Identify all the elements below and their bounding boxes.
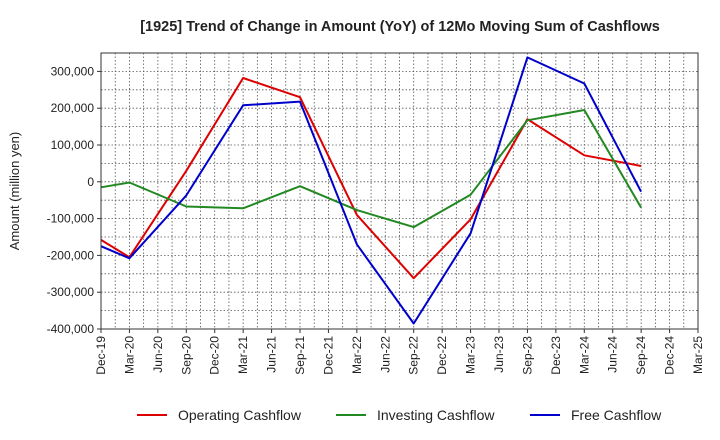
y-tick-label: -400,000 [47,322,95,336]
x-tick-label: Dec-22 [435,336,449,375]
x-tick-label: Dec-23 [549,336,563,375]
x-tick-label: Mar-24 [577,336,591,374]
y-tick-label: -200,000 [47,248,95,262]
x-tick-label: Sep-22 [407,336,421,375]
x-tick-label: Sep-21 [293,336,307,375]
x-tick-label: Sep-20 [179,336,193,375]
x-tick-label: Mar-25 [691,336,705,374]
y-tick-labels: 300,000 200,000 100,000 0 -100,000 -200,000 -3… [47,64,101,336]
x-tick-labels: Dec-19 Mar-20 Jun-20 Sep-20 Dec-20 Mar-21 Jun-… [94,329,705,375]
x-tick-label: Mar-22 [350,336,364,374]
x-tick-label: Sep-24 [634,336,648,375]
plot-border [100,52,699,330]
series-layer [100,56,642,325]
y-axis-label: Amount (million yen) [7,132,22,251]
x-tick-label: Mar-23 [464,336,478,374]
legend-label-free-cashflow: Free Cashflow [571,407,662,423]
x-tick-label: Dec-21 [321,336,335,375]
y-tick-label: -300,000 [47,285,95,299]
y-tick-label: 100,000 [51,138,95,152]
legend: Operating Cashflow Investing Cashflow Free… [137,407,662,423]
legend-label-investing-cashflow: Investing Cashflow [377,407,495,423]
series-line-investing-cashflow [100,109,642,229]
x-tick-label: Sep-23 [520,336,534,375]
y-tick-label: 300,000 [51,64,95,78]
x-tick-label: Dec-20 [208,336,222,375]
y-tick-label: 200,000 [51,101,95,115]
x-tick-label: Mar-20 [122,336,136,374]
legend-label-operating-cashflow: Operating Cashflow [178,407,302,423]
x-tick-label: Dec-24 [663,336,677,375]
x-tick-label: Jun-22 [378,336,392,373]
x-tick-label: Jun-20 [151,336,165,373]
chart-title: [1925] Trend of Change in Amount (YoY) o… [140,19,660,35]
x-tick-label: Jun-21 [265,336,279,373]
x-tick-label: Dec-19 [94,336,108,375]
series-line-operating-cashflow [100,77,642,280]
y-tick-label: -100,000 [47,212,95,226]
y-tick-label: 0 [87,175,94,189]
x-tick-label: Mar-21 [236,336,250,374]
x-tick-label: Jun-23 [492,336,506,373]
x-tick-label: Jun-24 [606,336,620,373]
series-line-free-cashflow [100,56,642,325]
